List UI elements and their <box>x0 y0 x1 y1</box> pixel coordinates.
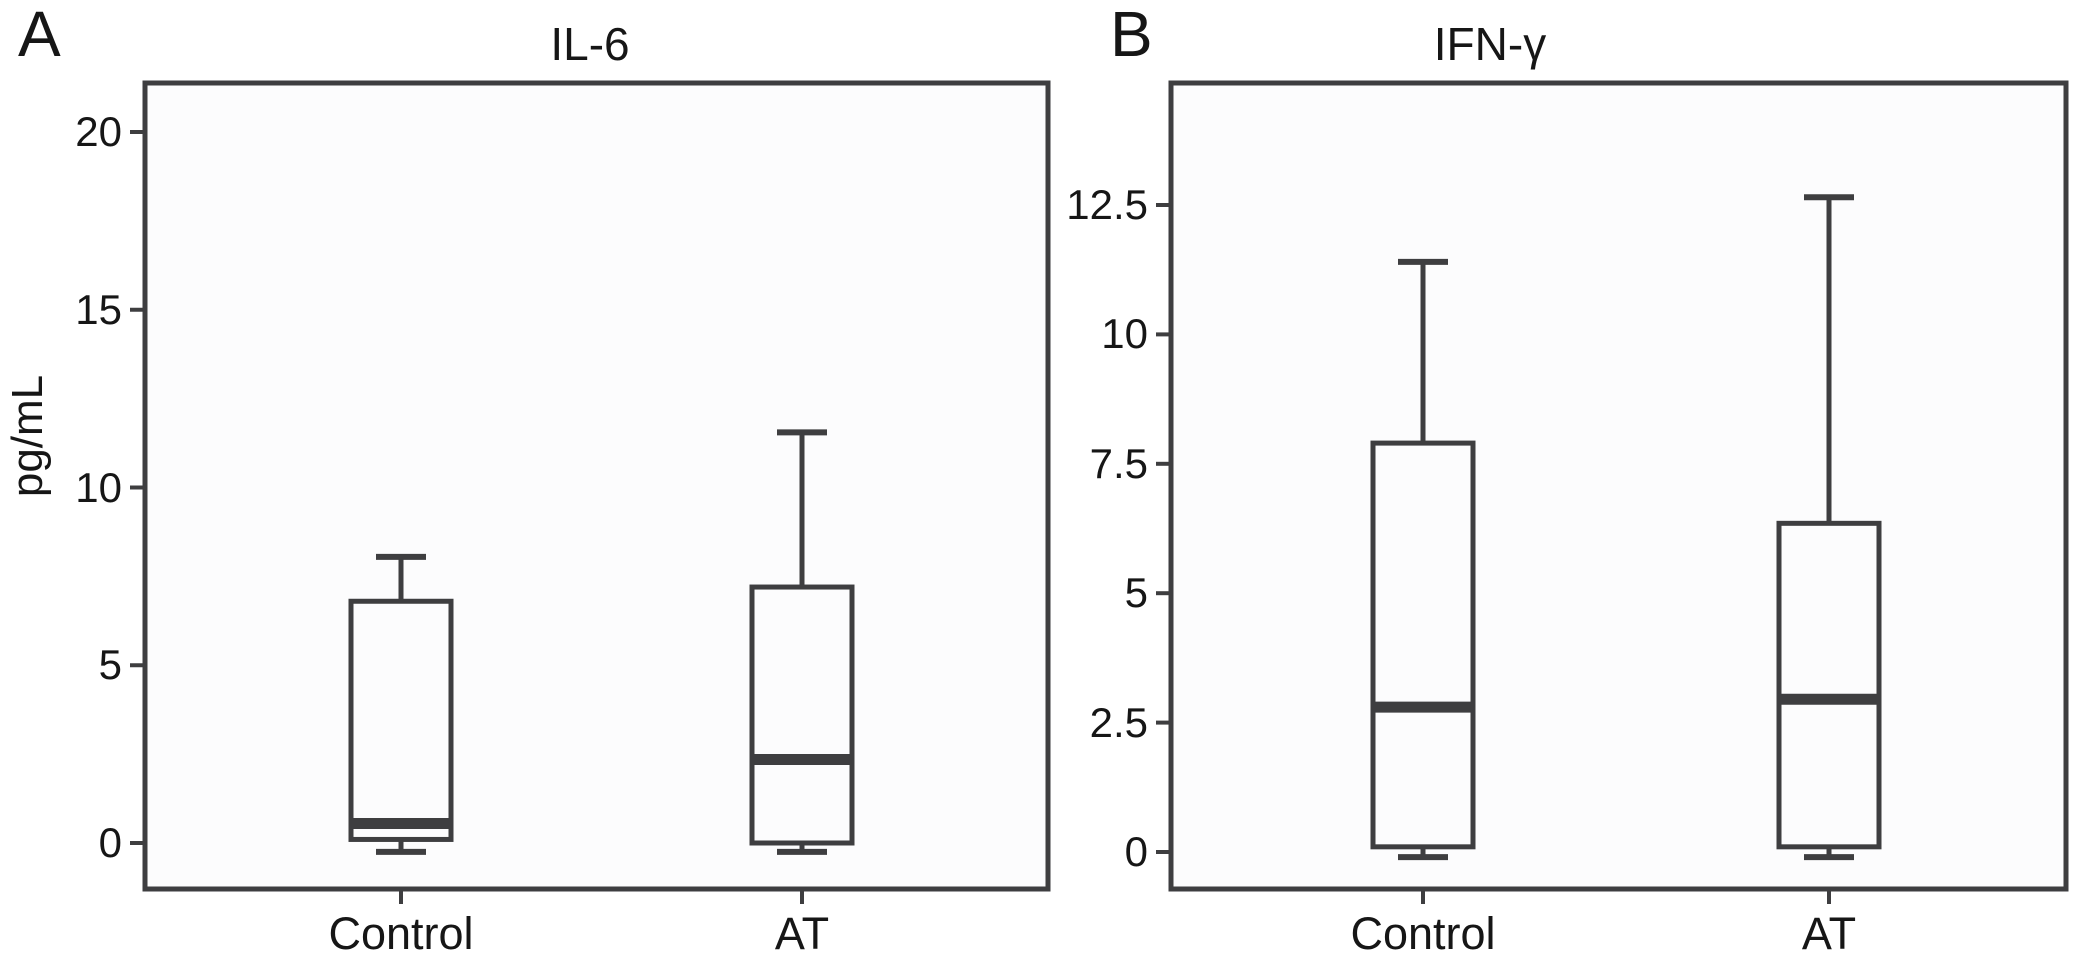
iqr-box-b-at <box>1776 520 1882 850</box>
iqr-box-a-at <box>749 584 855 846</box>
y-tick-label-b: 12.5 <box>1066 181 1148 228</box>
y-tick-label-a: 0 <box>98 819 122 866</box>
iqr-box-b-control <box>1370 440 1476 850</box>
y-tick-label-a: 15 <box>75 285 122 333</box>
panel-title-a: IL-6 <box>550 18 630 70</box>
panel-b-border <box>1168 80 2069 892</box>
iqr-box-a-control <box>348 598 454 842</box>
panel-letter-a: A <box>18 0 61 70</box>
panel-title-b: IFN-γ <box>1433 18 1547 70</box>
x-category-label-control: Control <box>328 908 474 959</box>
panel-a-border <box>142 80 1051 892</box>
y-tick-label-a: 5 <box>98 641 122 689</box>
y-tick-label-a: 20 <box>75 108 122 155</box>
x-category-label-control: Control <box>1350 908 1496 959</box>
y-tick-label-a: 10 <box>75 463 122 511</box>
y-tick-label-b: 10 <box>1101 310 1148 358</box>
panel-letter-b: B <box>1110 0 1153 70</box>
y-tick-label-b: 7.5 <box>1089 439 1148 487</box>
y-tick-label-b: 2.5 <box>1089 698 1148 746</box>
x-category-label-at: AT <box>774 908 830 959</box>
y-tick-label-b: 5 <box>1124 569 1148 617</box>
y-tick-label-b: 0 <box>1124 828 1148 875</box>
x-category-label-at: AT <box>1801 908 1857 959</box>
